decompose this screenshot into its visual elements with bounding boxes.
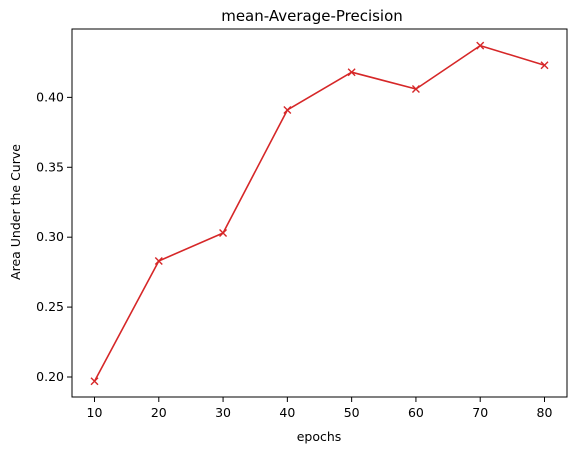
x-tick-label: 40 <box>279 405 295 420</box>
data-point-marker <box>90 377 99 386</box>
data-point-marker <box>154 256 163 265</box>
y-tick-label: 0.40 <box>36 89 64 104</box>
data-point-marker <box>347 68 356 77</box>
x-axis: 10 20 30 40 50 60 70 80 <box>87 397 553 420</box>
data-point-marker <box>476 41 485 50</box>
data-point-marker <box>411 84 420 93</box>
data-point-marker <box>219 228 228 237</box>
x-tick-label: 30 <box>215 405 231 420</box>
x-tick-label: 70 <box>472 405 488 420</box>
y-tick-label: 0.30 <box>36 229 64 244</box>
x-tick-label: 10 <box>87 405 103 420</box>
x-tick-label: 80 <box>537 405 553 420</box>
plot-frame <box>71 28 568 398</box>
y-tick-label: 0.20 <box>36 369 64 384</box>
chart-title: mean-Average-Precision <box>221 7 403 25</box>
data-point-marker <box>540 61 549 70</box>
series-line <box>93 44 546 383</box>
x-tick-label: 50 <box>344 405 360 420</box>
x-tick-label: 20 <box>151 405 167 420</box>
y-tick-label: 0.25 <box>36 299 64 314</box>
x-tick-label: 60 <box>408 405 424 420</box>
plot-area <box>71 28 568 398</box>
series-layer <box>90 41 549 386</box>
y-axis-label: Area Under the Curve <box>8 144 23 280</box>
y-axis: 0.20 0.25 0.30 0.35 0.40 <box>36 89 72 384</box>
y-tick-label: 0.35 <box>36 159 64 174</box>
x-axis-label: epochs <box>297 429 342 444</box>
data-point-marker <box>283 105 292 114</box>
